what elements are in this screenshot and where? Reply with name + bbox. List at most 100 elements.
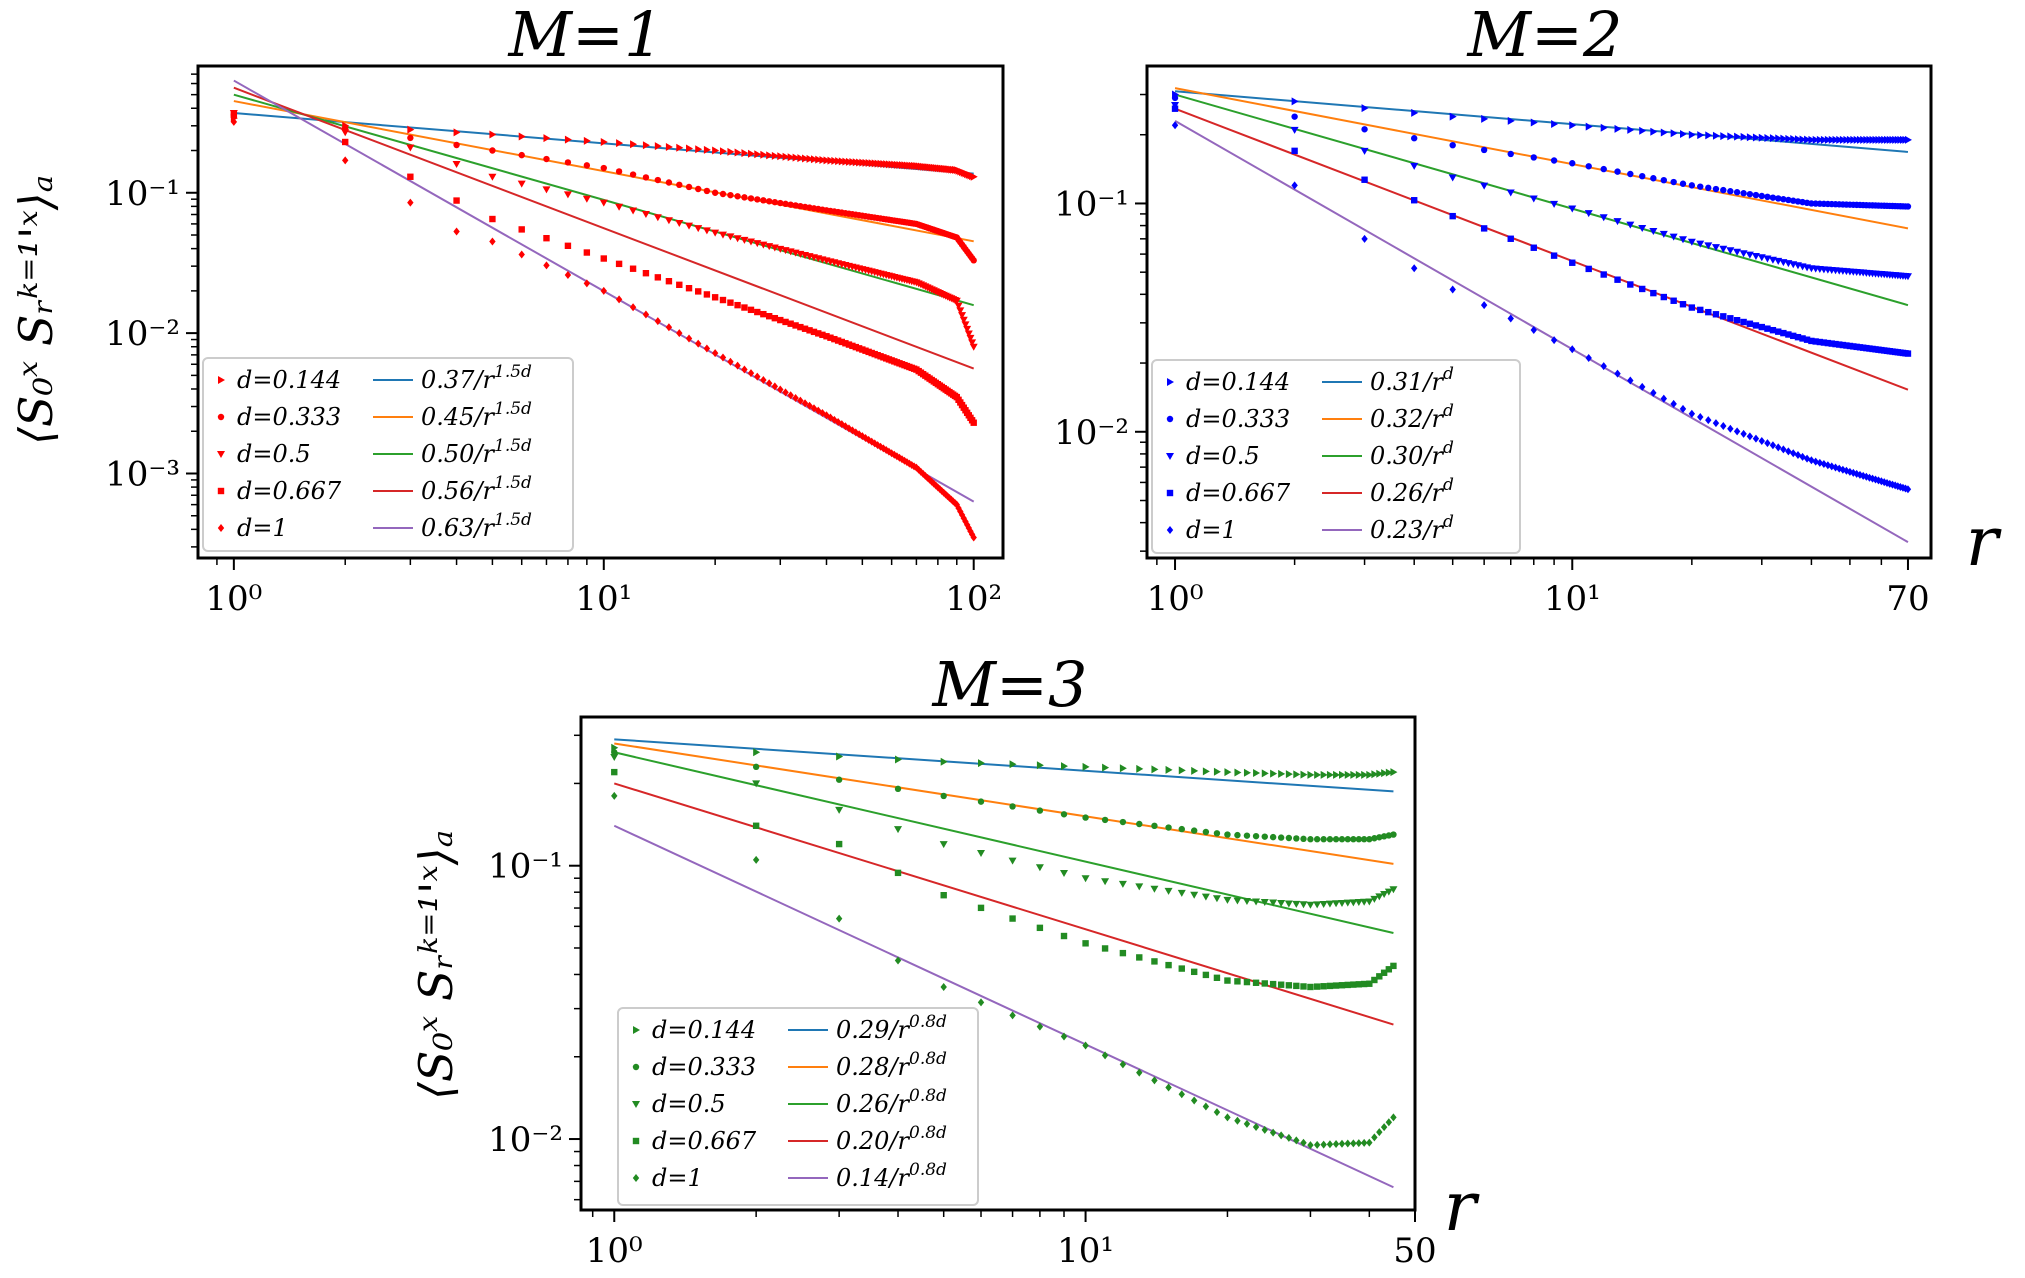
data-point: [1306, 901, 1315, 909]
data-point: [936, 485, 944, 494]
legend-fit-label: 0.50/r1.5d: [421, 436, 532, 468]
data-point: [940, 792, 947, 800]
data-point: [1697, 183, 1704, 190]
data-point: [968, 339, 977, 347]
data-point: [1839, 465, 1847, 474]
fit-line-d-0-667: [233, 86, 975, 370]
data-point: [1385, 768, 1393, 777]
data-point: [1178, 965, 1185, 972]
data-point: [1785, 331, 1792, 338]
data-point: [1506, 189, 1515, 197]
plot-area: [610, 738, 1398, 1189]
data-point: [1569, 345, 1576, 354]
data-point: [230, 111, 238, 118]
data-point: [859, 432, 866, 441]
data-point: [1165, 824, 1172, 831]
fit-line-d-0-667: [1174, 107, 1909, 391]
data-point: [564, 135, 572, 144]
data-point: [782, 152, 790, 161]
data-point: [629, 171, 637, 178]
data-point: [1313, 901, 1322, 909]
legend-series-label: d=0.333: [652, 1053, 756, 1081]
data-point: [1344, 836, 1351, 843]
data-point: [855, 430, 863, 439]
data-point: [630, 140, 638, 149]
data-point: [711, 189, 719, 196]
data-point: [1178, 1090, 1185, 1099]
data-point: [823, 411, 830, 420]
data-point: [1790, 135, 1798, 144]
data-point: [1313, 836, 1321, 843]
data-point: [1350, 836, 1357, 843]
data-point: [946, 493, 953, 502]
data-point: [1371, 770, 1379, 779]
data-point: [1600, 123, 1608, 132]
data-point: [741, 194, 748, 201]
data-point: [676, 143, 684, 152]
data-point: [1775, 195, 1782, 202]
legend-fit-label: 0.20/r0.8d: [836, 1123, 947, 1155]
data-point: [1136, 954, 1143, 961]
data-point: [1740, 318, 1747, 326]
data-point: [810, 404, 818, 413]
data-point: [1751, 252, 1760, 260]
data-point: [1270, 769, 1278, 778]
data-point: [1650, 127, 1658, 136]
data-point: [1530, 118, 1538, 127]
data-point: [1165, 1083, 1172, 1092]
data-point: [1376, 769, 1384, 778]
data-point: [1585, 163, 1592, 170]
x-tick-label: 10⁰: [205, 579, 262, 619]
data-point: [1659, 230, 1668, 238]
data-point: [734, 148, 742, 157]
data-point: [926, 475, 933, 484]
data-point: [1836, 135, 1844, 144]
data-point: [894, 956, 902, 965]
data-point: [1350, 770, 1358, 779]
data-point: [1118, 880, 1127, 888]
data-point: [1355, 1139, 1363, 1148]
data-point: [1261, 769, 1269, 778]
data-point: [1799, 135, 1807, 144]
data-point: [754, 372, 761, 381]
chart-title: M=3: [932, 648, 1088, 721]
data-point: [938, 486, 946, 495]
data-point: [753, 240, 762, 248]
data-point: [676, 329, 683, 338]
data-point: [1202, 971, 1210, 979]
data-point: [835, 840, 843, 848]
data-point: [964, 330, 973, 338]
data-point: [1350, 1139, 1357, 1148]
plot-area: [1171, 87, 1912, 544]
series-d-0-144: [611, 743, 1398, 779]
series-d-0-144: [1172, 90, 1912, 144]
legend-series-label: d=0.333: [237, 403, 341, 431]
data-point: [835, 776, 843, 783]
legend-marker: [632, 1174, 640, 1182]
data-point: [1507, 314, 1514, 323]
data-point: [1338, 836, 1346, 843]
series-d-1: [1171, 121, 1912, 494]
data-point: [453, 141, 460, 149]
data-point: [760, 150, 768, 159]
data-point: [777, 385, 784, 394]
data-point: [727, 357, 734, 366]
data-point: [665, 179, 673, 186]
axes-frame: [196, 64, 1005, 560]
data-point: [1151, 822, 1158, 830]
chart-title: M=2: [1467, 0, 1623, 71]
legend: d=0.144 0.31/rd d=0.333 0.32/rd d=0.5 0.30/rd…: [1151, 359, 1521, 554]
data-point: [977, 998, 985, 1007]
data-point: [600, 286, 607, 295]
data-point: [611, 768, 618, 776]
y-tick-label: 10⁻³: [105, 454, 180, 494]
data-point: [1190, 968, 1198, 976]
data-point: [1082, 940, 1089, 947]
data-point: [1752, 133, 1760, 142]
data-point: [1660, 176, 1668, 184]
data-point: [1178, 766, 1186, 775]
data-point: [1361, 104, 1369, 113]
plot-area: [229, 79, 978, 542]
data-point: [760, 197, 767, 204]
data-point: [1480, 301, 1488, 310]
